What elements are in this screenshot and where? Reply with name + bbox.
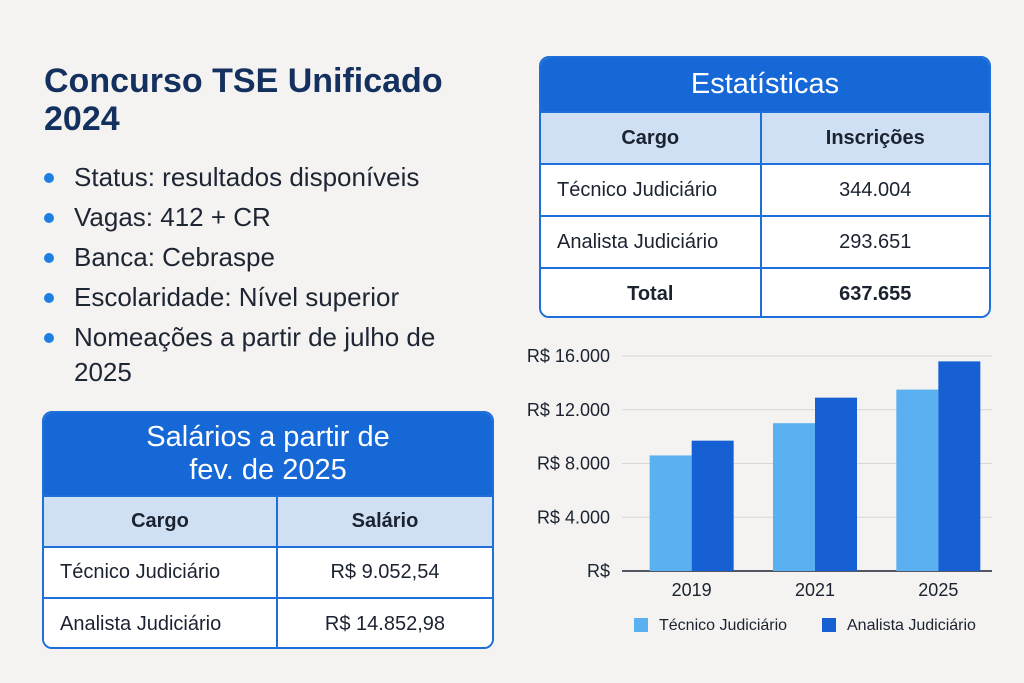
inscricoes-bar-chart: R$ R$ 4.000 R$ 8.000 R$ 12.000 R$ 16.000 2019… bbox=[527, 346, 992, 634]
page-title: Concurso TSE Unificado 2024 bbox=[44, 62, 443, 138]
bullet-icon bbox=[44, 213, 54, 223]
salario-cell: R$ 14.852,98 bbox=[275, 597, 492, 647]
list-item: Escolaridade: Nível superior bbox=[44, 280, 474, 315]
bar-tecnico bbox=[896, 389, 939, 571]
y-tick-label: R$ 16.000 bbox=[527, 346, 610, 366]
bullet-icon bbox=[44, 333, 54, 343]
cargo-cell: Analista Judiciário bbox=[44, 597, 277, 647]
bar-tecnico bbox=[649, 455, 692, 571]
bullet-icon bbox=[44, 173, 54, 183]
banca-text: Banca: Cebraspe bbox=[74, 242, 275, 272]
x-tick-label: 2025 bbox=[918, 580, 958, 600]
list-item: Banca: Cebraspe bbox=[44, 240, 474, 275]
x-tick-label: 2019 bbox=[672, 580, 712, 600]
column-header-cargo: Cargo bbox=[44, 495, 277, 547]
column-header-inscricoes: Inscrições bbox=[759, 111, 989, 164]
info-list: Status: resultados disponíveis Vagas: 41… bbox=[44, 160, 474, 395]
legend-swatch-tecnico bbox=[634, 618, 648, 632]
total-value: 637.655 bbox=[759, 267, 989, 316]
table-row: Técnico Judiciário 344.004 bbox=[541, 163, 989, 216]
salarios-table: Cargo Salário Técnico Judiciário R$ 9.05… bbox=[44, 495, 492, 647]
list-item: Status: resultados disponíveis bbox=[44, 160, 474, 195]
estatisticas-card: Estatísticas Cargo Inscrições Técnico Ju… bbox=[539, 56, 991, 318]
table-row: Analista Judiciário R$ 14.852,98 bbox=[44, 597, 492, 647]
bar-analista bbox=[938, 361, 981, 571]
bar-tecnico bbox=[773, 423, 815, 571]
vagas-text: Vagas: 412 + CR bbox=[74, 202, 271, 232]
y-tick-label: R$ bbox=[587, 561, 610, 581]
table-header-row: Cargo Salário bbox=[44, 495, 492, 547]
bar-analista bbox=[815, 397, 857, 571]
status-text: Status: resultados disponíveis bbox=[74, 162, 420, 192]
y-tick-label: R$ 4.000 bbox=[537, 507, 610, 527]
legend-swatch-analista bbox=[822, 618, 836, 632]
bullet-icon bbox=[44, 293, 54, 303]
legend-label: Analista Judiciário bbox=[847, 617, 976, 634]
salario-cell: R$ 9.052,54 bbox=[275, 546, 492, 598]
cargo-cell: Analista Judiciário bbox=[541, 215, 761, 268]
cargo-cell: Técnico Judiciário bbox=[44, 546, 277, 598]
y-tick-label: R$ 8.000 bbox=[537, 454, 610, 474]
column-header-cargo: Cargo bbox=[541, 111, 761, 164]
cargo-cell: Técnico Judiciário bbox=[541, 163, 761, 216]
table-row: Técnico Judiciário R$ 9.052,54 bbox=[44, 546, 492, 598]
estatisticas-table: Cargo Inscrições Técnico Judiciário 344.… bbox=[541, 111, 989, 316]
escolaridade-text: Escolaridade: Nível superior bbox=[74, 282, 400, 312]
salarios-card: Salários a partir de fev. de 2025 Cargo … bbox=[42, 411, 494, 649]
inscricoes-cell: 344.004 bbox=[759, 163, 989, 216]
salarios-heading-line1: Salários a partir de bbox=[146, 421, 390, 453]
estatisticas-heading: Estatísticas bbox=[541, 58, 989, 111]
salarios-heading: Salários a partir de fev. de 2025 bbox=[44, 413, 492, 495]
table-total-row: Total 637.655 bbox=[541, 267, 989, 316]
column-header-salario: Salário bbox=[275, 495, 492, 547]
list-item: Vagas: 412 + CR bbox=[44, 200, 474, 235]
salarios-heading-line2: fev. de 2025 bbox=[189, 454, 347, 486]
table-header-row: Cargo Inscrições bbox=[541, 111, 989, 164]
inscricoes-cell: 293.651 bbox=[759, 215, 989, 268]
y-tick-label: R$ 12.000 bbox=[527, 400, 610, 420]
list-item: Nomeações a partir de julho de 2025 bbox=[44, 320, 474, 390]
bullet-icon bbox=[44, 253, 54, 263]
x-tick-label: 2021 bbox=[795, 580, 835, 600]
nomeacoes-text: Nomeações a partir de julho de 2025 bbox=[74, 322, 436, 387]
legend-label: Técnico Judiciário bbox=[659, 617, 787, 634]
bar-analista bbox=[691, 440, 734, 571]
table-row: Analista Judiciário 293.651 bbox=[541, 215, 989, 268]
total-label: Total bbox=[541, 267, 761, 316]
